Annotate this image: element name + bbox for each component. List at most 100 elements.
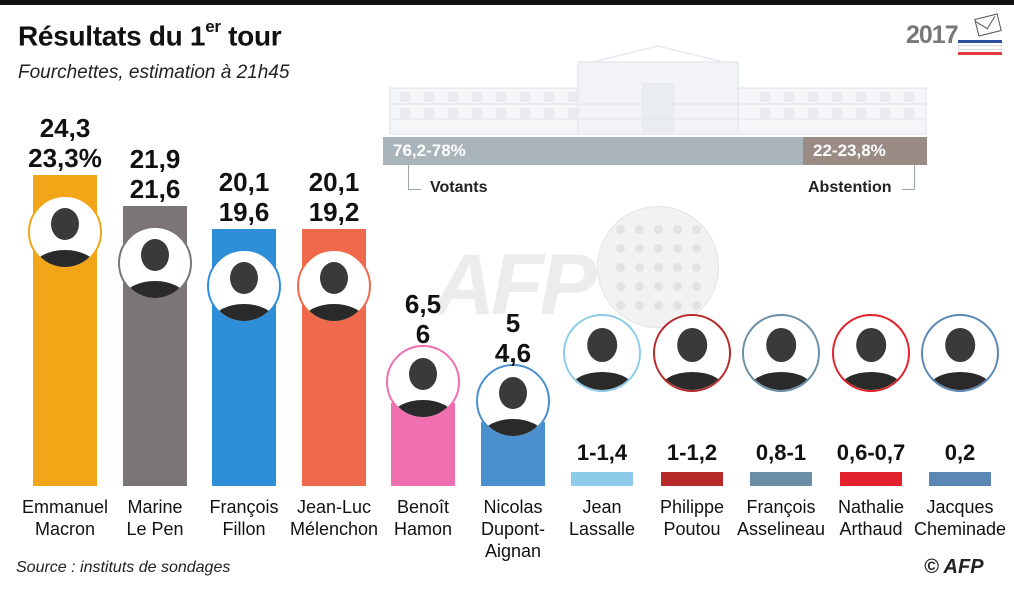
candidate-portrait <box>207 249 281 323</box>
year-label: 2017 <box>906 21 959 49</box>
candidate-column: 1-1,2 Philippe Poutou <box>647 0 737 590</box>
ball-dimple <box>616 301 625 310</box>
candidate-name: Marine Le Pen <box>102 496 208 540</box>
election-year-badge: 2017 <box>906 13 1002 55</box>
source-note: Source : instituts de sondages <box>16 559 231 576</box>
candidate-bar <box>571 472 633 486</box>
portrait-silhouette-icon <box>409 358 437 391</box>
candidate-column: 5 4,6 Nicolas Dupont- Aignan <box>468 0 558 590</box>
value-label-bottom: 4,6 <box>494 338 532 368</box>
portrait-shoulders <box>213 304 275 321</box>
value-label-top: 6,5 <box>404 289 442 319</box>
value-label-top: 20,1 <box>308 167 360 197</box>
candidate-portrait <box>297 249 371 323</box>
portrait-silhouette-icon <box>499 377 527 410</box>
candidate-bar <box>661 472 723 486</box>
ball-dimple <box>654 263 663 272</box>
candidate-name: Benoît Hamon <box>370 496 476 540</box>
value-label: 20,1 19,6 <box>199 167 289 227</box>
candidate-portrait <box>563 314 641 392</box>
candidate-name-line: Asselineau <box>736 519 826 539</box>
palace-window <box>832 92 842 102</box>
candidate-name-line: Aignan <box>484 541 542 561</box>
portrait-silhouette-icon <box>945 327 975 362</box>
value-label-top: 0,6-0,7 <box>836 440 906 465</box>
ball-dimple <box>654 282 663 291</box>
candidate-portrait <box>118 226 192 300</box>
palace-window <box>760 108 770 118</box>
candidate-name: Emmanuel Macron <box>12 496 118 540</box>
candidate-portrait <box>476 364 550 438</box>
candidate-name-line: Jean-Luc <box>296 497 372 517</box>
candidate-name-line: François <box>746 497 816 517</box>
palace-window <box>472 92 482 102</box>
candidate-column: 20,1 19,6 François Fillon <box>199 0 289 590</box>
value-label-bottom: 21,6 <box>129 174 181 204</box>
value-label: 1-1,4 <box>557 440 647 466</box>
value-label: 0,6-0,7 <box>826 440 916 466</box>
palace-window <box>904 108 914 118</box>
portrait-shoulders <box>660 372 724 390</box>
palace-window <box>568 108 578 118</box>
candidate-name: Nicolas Dupont- Aignan <box>460 496 566 562</box>
candidate-name: Jean Lassalle <box>549 496 655 540</box>
portrait-shoulders <box>749 372 813 390</box>
candidate-name: François Fillon <box>191 496 297 540</box>
palace-window <box>472 108 482 118</box>
portrait-silhouette-icon <box>856 327 886 362</box>
ball-dimple <box>673 263 682 272</box>
candidate-name-line: Poutou <box>663 519 721 539</box>
afp-watermark: AFP <box>433 237 597 333</box>
palace-window <box>424 92 434 102</box>
candidate-column: 0,6-0,7 Nathalie Arthaud <box>826 0 916 590</box>
candidate-name-line: Benoît <box>396 497 450 517</box>
candidate-column: 21,9 21,6 Marine Le Pen <box>110 0 200 590</box>
ball-dimple <box>616 263 625 272</box>
votants-value: 76,2-78% <box>393 141 466 160</box>
portrait-shoulders <box>124 281 186 298</box>
ball-dimple <box>673 301 682 310</box>
candidate-column: 1-1,4 Jean Lassalle <box>557 0 647 590</box>
portrait-shoulders <box>303 304 365 321</box>
abstention-label: Abstention <box>808 179 892 196</box>
watermark-ball-icon <box>597 206 719 328</box>
palace-window <box>568 92 578 102</box>
value-label: 5 4,6 <box>468 308 558 368</box>
ball-dimple <box>673 225 682 234</box>
palace-window <box>544 92 554 102</box>
ball-dimple <box>692 301 701 310</box>
ball-dimple <box>635 301 644 310</box>
palace-window <box>880 108 890 118</box>
portrait-shoulders <box>839 372 903 390</box>
palace-window <box>784 108 794 118</box>
value-label-top: 0,8-1 <box>755 440 807 465</box>
candidate-portrait <box>921 314 999 392</box>
candidate-name: Philippe Poutou <box>639 496 745 540</box>
palace-window <box>400 92 410 102</box>
candidate-name-line: Emmanuel <box>21 497 109 517</box>
palace-window <box>832 108 842 118</box>
ball-dimple <box>616 244 625 253</box>
ball-dimple <box>654 301 663 310</box>
tricolor-lines <box>958 40 1002 57</box>
afp-credit: © AFP <box>924 556 984 578</box>
palace-window <box>856 108 866 118</box>
portrait-silhouette-icon <box>766 327 796 362</box>
palace-window <box>808 108 818 118</box>
palace-window <box>448 108 458 118</box>
value-label-top: 0,2 <box>944 440 976 465</box>
chart-title: Résultats du 1er tour <box>18 17 282 52</box>
candidate-name: Jacques Cheminade <box>907 496 1013 540</box>
ball-dimple <box>692 244 701 253</box>
ball-dimple <box>654 244 663 253</box>
value-label-bottom: 23,3% <box>28 143 102 173</box>
elysee-palace-illustration <box>389 45 927 135</box>
palace-window <box>520 108 530 118</box>
candidate-name-line: Marine <box>127 497 183 517</box>
ball-dimple <box>616 282 625 291</box>
candidate-name: Nathalie Arthaud <box>818 496 924 540</box>
palace-window <box>400 108 410 118</box>
value-label-bottom: 19,2 <box>308 197 360 227</box>
palace-window <box>760 92 770 102</box>
candidate-name-line: Arthaud <box>839 519 903 539</box>
